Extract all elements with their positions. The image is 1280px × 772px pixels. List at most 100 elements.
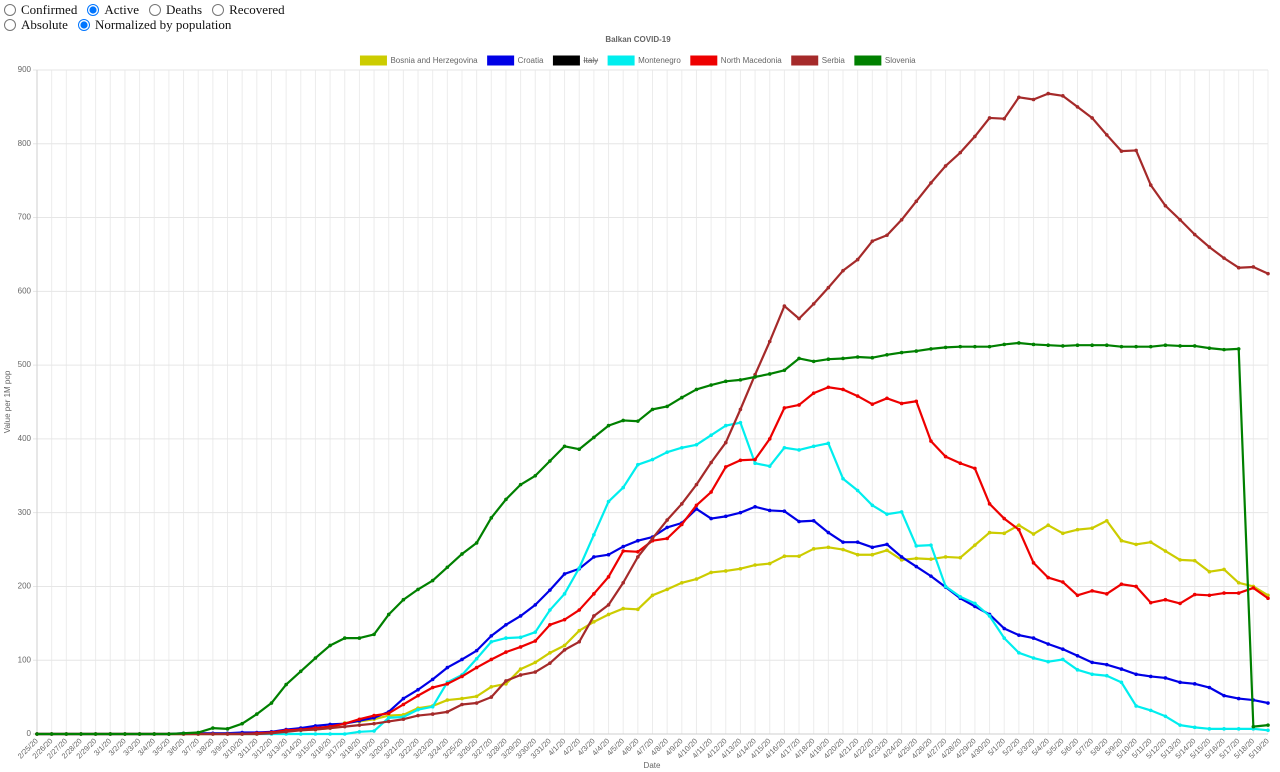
data-point <box>723 465 728 469</box>
legend-label: Italy <box>583 56 598 65</box>
radio-option[interactable]: Normalized by population <box>77 17 231 32</box>
data-point <box>1192 592 1197 597</box>
data-point <box>680 522 684 527</box>
data-point <box>709 460 713 465</box>
data-point <box>152 732 157 736</box>
data-point <box>987 116 992 120</box>
data-point <box>1090 343 1094 347</box>
data-point <box>958 461 963 466</box>
radio-label: Deaths <box>165 2 203 17</box>
data-point <box>430 578 435 583</box>
data-point <box>636 555 640 559</box>
data-point <box>899 510 904 514</box>
data-point <box>723 379 728 384</box>
data-point <box>929 543 933 547</box>
data-point <box>1134 584 1138 589</box>
radio-option[interactable]: Recovered <box>212 2 285 17</box>
data-point <box>811 547 816 551</box>
data-point <box>240 732 244 736</box>
data-point <box>1236 727 1241 731</box>
radio-button[interactable] <box>148 3 161 16</box>
radio-option[interactable]: Deaths <box>148 2 203 17</box>
data-point <box>1046 343 1050 347</box>
data-point <box>79 732 83 736</box>
data-point <box>841 268 845 273</box>
data-point <box>723 569 728 573</box>
data-point <box>841 540 845 544</box>
data-point <box>943 454 948 459</box>
data-point <box>1075 343 1080 347</box>
data-point <box>518 645 523 649</box>
data-point <box>841 476 845 481</box>
data-point <box>1002 531 1007 536</box>
radio-button[interactable] <box>4 18 16 31</box>
data-point <box>460 657 464 662</box>
data-point <box>958 344 963 349</box>
data-point <box>943 345 948 350</box>
radio-button[interactable] <box>87 3 100 16</box>
data-point <box>269 701 274 705</box>
data-point <box>826 530 831 535</box>
data-point <box>665 536 669 541</box>
data-point <box>445 682 450 686</box>
data-point <box>137 732 142 736</box>
radio-option[interactable]: Active <box>87 2 139 17</box>
radio-button[interactable] <box>4 3 16 16</box>
data-point <box>1207 346 1212 350</box>
data-point <box>958 555 963 560</box>
data-point <box>1090 589 1094 593</box>
data-point <box>870 552 875 557</box>
data-point <box>680 445 684 450</box>
data-point <box>342 636 347 640</box>
data-point <box>621 485 625 490</box>
data-point <box>885 233 889 238</box>
data-point <box>313 727 318 732</box>
data-point <box>929 181 933 185</box>
data-point <box>445 710 450 714</box>
data-point <box>401 702 406 707</box>
data-point <box>1192 344 1197 348</box>
radio-option[interactable]: Absolute <box>4 17 68 32</box>
data-point <box>1266 723 1270 727</box>
data-point <box>504 650 508 654</box>
data-point <box>1031 342 1036 347</box>
radio-label: Active <box>104 2 139 17</box>
data-point <box>489 695 494 699</box>
data-point <box>489 639 494 644</box>
data-point <box>1148 708 1153 713</box>
data-point <box>1148 540 1153 544</box>
data-point <box>738 407 743 412</box>
data-point <box>357 717 362 722</box>
data-point <box>1207 245 1212 249</box>
data-point <box>753 375 757 379</box>
data-point <box>445 665 450 670</box>
legend-label: Serbia <box>822 56 846 65</box>
radio-button[interactable] <box>212 3 225 16</box>
data-point <box>973 134 977 139</box>
data-point <box>533 473 538 478</box>
data-point <box>577 608 582 612</box>
data-point <box>1031 636 1036 640</box>
data-point <box>533 639 538 643</box>
data-point <box>826 545 831 550</box>
data-point <box>606 499 611 504</box>
data-point <box>518 614 523 618</box>
radio-button[interactable] <box>77 18 90 31</box>
data-point <box>342 732 347 736</box>
data-point <box>973 601 977 606</box>
data-point <box>738 458 743 463</box>
data-point <box>592 435 596 440</box>
data-point <box>680 502 684 506</box>
data-point <box>650 536 655 541</box>
data-point <box>211 732 215 736</box>
data-point <box>328 726 332 730</box>
data-point <box>1061 657 1065 662</box>
data-point <box>386 612 391 617</box>
data-point <box>372 713 376 718</box>
data-point <box>694 482 699 487</box>
data-point <box>914 556 919 561</box>
radio-option[interactable]: Confirmed <box>4 2 77 17</box>
data-point <box>1061 647 1065 651</box>
data-point <box>621 580 625 585</box>
data-point <box>562 648 567 652</box>
